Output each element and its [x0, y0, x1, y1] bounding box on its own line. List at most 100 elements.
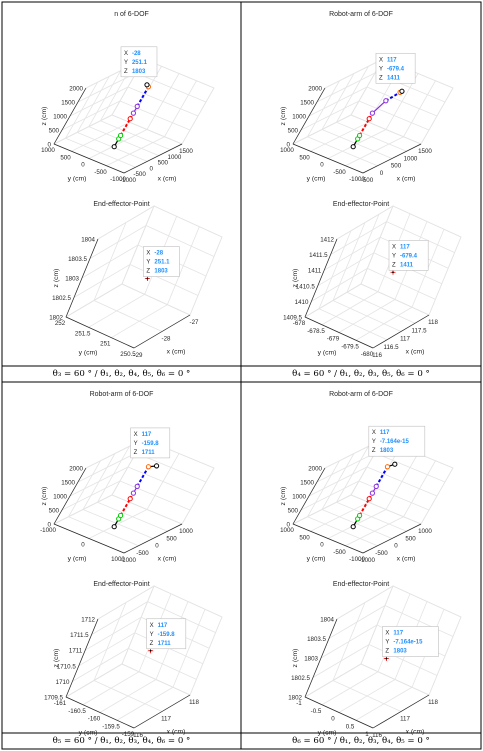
datatip-axis-x: X [372, 430, 376, 436]
grid-line-x-wall [93, 602, 127, 681]
grid-line-x-wall [346, 214, 380, 293]
end-effector-chart: End-effector-Point1709.517101710.5171117… [44, 581, 223, 739]
y-tick-label: -1000 [349, 556, 365, 563]
marker-dot [149, 649, 152, 652]
chart-title: Robot-arm of 6-DOF [329, 391, 393, 398]
cell-caption: θ₆ = 60 ° / θ₁, θ₂, θ₃, θ₄, θ₅ = 0 ° [292, 736, 430, 746]
datatip-value-z: 1803 [132, 69, 146, 75]
grid-line-x-wall [321, 73, 355, 130]
arm-joint [127, 496, 133, 502]
z-tick-label: 1411.5 [309, 252, 328, 259]
x-tick-label: -500 [136, 550, 149, 557]
z-tick-label: 1711.5 [70, 632, 89, 639]
datatip-box [382, 626, 439, 657]
y-tick-label: 251.5 [75, 330, 91, 337]
y-tick-label: -500 [333, 169, 346, 176]
z-tick-label: 0 [287, 142, 291, 149]
z-axis-line [292, 87, 326, 145]
grid-line-y-wall [403, 80, 436, 137]
x-axis-line [362, 143, 422, 174]
datatip-axis-x: X [124, 51, 128, 57]
grid-line-x-wall [68, 460, 101, 517]
x-tick-label: 0 [149, 165, 153, 172]
y-axis-label: y (cm) [318, 730, 337, 737]
grid-line-y [111, 304, 168, 339]
z-tick-label: 1804 [81, 237, 95, 244]
x-tick-label: 116 [372, 352, 382, 359]
grid-line-y [327, 509, 387, 539]
cell-caption: θ₃ = 60 ° / θ₁, θ₂, θ₄, θ₅, θ₆ = 0 ° [53, 369, 191, 379]
x-tick-label: 116 [133, 732, 143, 739]
y-tick-label: -500 [94, 169, 107, 176]
y-tick-label: 250.5 [120, 351, 136, 358]
arm-link [358, 118, 371, 136]
y-tick-label: -1 [296, 700, 302, 707]
y-axis-line [53, 523, 125, 554]
arm-joint [366, 496, 372, 502]
grid-line-y-wall [360, 205, 394, 285]
grid-line-z [153, 205, 223, 238]
robot-arm-chart: n of 6-DOF0500100015002000-1000-50005001… [41, 11, 215, 184]
chart-title: Robot-arm of 6-DOF [90, 391, 154, 398]
y-axis-label: y (cm) [307, 556, 326, 563]
grid-line-y [88, 509, 148, 539]
end-effector-chart: End-effector-Point 1409.5 1410 1410.5 1411 14… [283, 201, 462, 359]
grid-line-y [310, 501, 369, 532]
grid-line-y-wall [166, 226, 200, 305]
grid-lines [291, 438, 454, 554]
axes [304, 238, 430, 349]
grid-line-y-wall [121, 585, 155, 665]
datatip-axis-z: Z [379, 75, 383, 81]
arm-joint [384, 464, 391, 470]
grid-line-y-wall [189, 616, 223, 696]
x-axis-line [133, 694, 191, 729]
datatip-axis-x: X [150, 623, 154, 629]
end-effector-chart: End-effector-Point18021802.518031803.518… [49, 201, 223, 359]
grid-line-x-wall [88, 70, 122, 127]
x-tick-label: 500 [158, 160, 169, 167]
x-tick-label: 118 [189, 699, 199, 706]
grid-line-y [53, 114, 113, 145]
grid-line-y [53, 494, 113, 525]
z-tick-label: 2000 [308, 86, 322, 93]
z-tick-label: 1709.5 [44, 695, 63, 702]
grid-line-x-wall [307, 460, 340, 517]
arm-link [358, 498, 371, 516]
axes [65, 238, 191, 349]
grid-line-y-wall [146, 73, 180, 130]
datatip-value-y: 251.1 [132, 60, 148, 66]
datatip-value-z: 1803 [154, 269, 168, 275]
arm-joint [392, 461, 398, 467]
z-axis-label: z (cm) [280, 107, 287, 126]
grid-line-y [345, 516, 404, 547]
end-effector-chart: End-effector-Point18021802.518031803.518… [288, 581, 462, 740]
grid-line-x-wall [332, 222, 366, 301]
x-axis-label: x (cm) [167, 349, 186, 356]
grid-line-y-wall [428, 236, 462, 316]
grid-lines [304, 585, 462, 729]
grid-line-y [88, 129, 148, 159]
z-axis-label: z (cm) [280, 487, 287, 506]
tick-labels: 1802 1802.5 1803 1803.5 1804 116 117 118 1 0.5 0 -0… [288, 617, 438, 740]
grid-line-y-wall [360, 585, 394, 665]
grid-line-y [355, 306, 413, 341]
x-tick-label: 118 [428, 699, 438, 706]
z-tick-label: 1500 [61, 480, 75, 487]
x-tick-label: 1500 [418, 148, 432, 155]
datatip-axis-x: X [385, 631, 389, 637]
grid-line-y-wall [420, 87, 454, 145]
y-tick-label: 1000 [280, 527, 294, 534]
axes [304, 618, 430, 729]
datatip-box [388, 240, 429, 271]
datatip-axis-x: X [134, 432, 138, 438]
grid-line-x [93, 300, 163, 332]
robot-arm-chart: Robot-arm of 6-DOF0500100015002000-1000-… [40, 391, 215, 564]
z-tick-label: 1804 [320, 617, 334, 624]
z-tick-label: 1802 [49, 315, 63, 322]
x-axis-line [372, 314, 430, 349]
grid-lines [304, 205, 462, 349]
arm-joint [145, 464, 152, 470]
grid-line-x-wall [318, 230, 352, 309]
grid-line-z [69, 86, 129, 117]
y-tick-label: 0 [320, 542, 324, 549]
